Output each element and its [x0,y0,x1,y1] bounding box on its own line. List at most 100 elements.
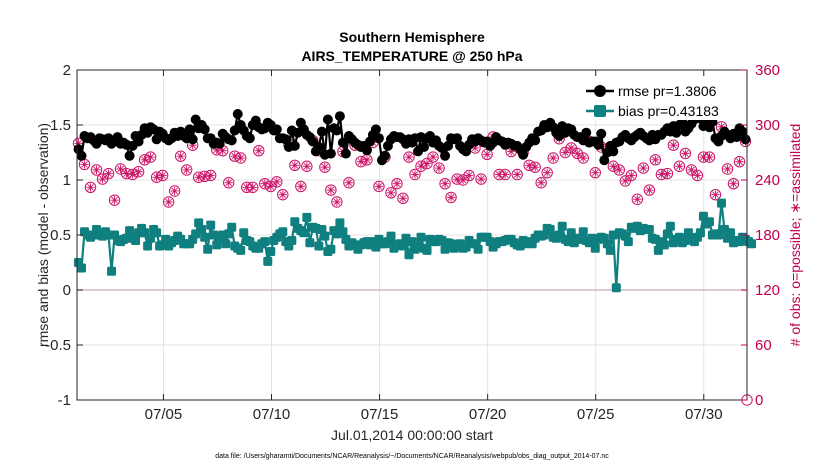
bias-marker [578,227,588,237]
obs-assimilated-marker [669,140,678,150]
x-tick-label: 07/15 [361,406,399,423]
obs-assimilated-marker [705,152,714,162]
obs-assimilated-marker [633,195,642,204]
obs-assimilated-marker [134,167,143,176]
obs-star-stroke [736,158,743,165]
rmse-marker [740,134,751,145]
obs-assimilated-marker [398,194,408,203]
obs-star-stroke [652,156,659,164]
rmse-marker [452,133,463,144]
rmse-marker [671,127,682,138]
rmse-marker [379,150,390,161]
legend-rmse-label: rmse pr=1.3806 [618,83,717,99]
y-tick-label-right: 0 [755,392,763,409]
obs-possible-marker [301,160,313,172]
obs-star-stroke [724,165,731,173]
bias-marker [206,220,216,230]
obs-star-stroke [567,144,575,152]
title-line-2: AIRS_TEMPERATURE @ 250 hPa [301,48,522,64]
obs-star-stroke [273,178,281,186]
obs-possible-marker [475,173,487,185]
obs-star-stroke [640,164,647,172]
obs-star-stroke [291,162,299,169]
obs-assimilated-marker [663,169,672,178]
y-tick-label-left: 1 [63,172,71,189]
bias-marker [236,245,246,255]
rmse-marker [419,142,430,152]
obs-possible-marker [427,151,439,163]
x-tick-label: 07/30 [685,406,723,423]
obs-possible-marker [463,169,475,182]
obs-assimilated-marker [110,195,119,205]
bias-marker [326,244,336,254]
obs-star-stroke [664,170,671,177]
obs-star-stroke [465,172,473,179]
obs-star-stroke [477,175,485,183]
obs-assimilated-marker [579,153,588,163]
obs-possible-marker [559,146,571,159]
rmse-marker [313,142,324,152]
legend-box [582,76,746,120]
bias-marker [263,256,273,266]
obs-assimilated-marker [170,186,179,196]
obs-star-stroke [658,171,665,178]
rmse-marker [331,125,342,136]
obs-assimilated-marker [320,162,330,172]
obs-star-stroke [676,162,683,170]
rmse-marker [199,124,210,135]
obs-star-stroke [147,153,154,161]
obs-assimilated-marker [500,170,510,179]
obs-star-stroke [513,171,521,178]
bias-marker [398,241,408,251]
obs-possible-marker [733,155,746,168]
obs-possible-marker [511,168,523,181]
obs-star-stroke [387,189,395,197]
obs-star-stroke [81,161,88,168]
bias-marker [239,228,249,238]
obs-possible-marker [271,176,283,188]
bias-marker [287,236,297,245]
obs-possible-marker [613,164,626,176]
obs-star-stroke [646,186,653,194]
obs-star-stroke [327,186,335,194]
obs-star-stroke [135,168,142,176]
rmse-marker [124,150,135,161]
obs-possible-marker [168,185,181,197]
obs-star-stroke [249,184,257,191]
rmse-marker [518,149,529,160]
obs-possible-marker [223,177,235,189]
bias-marker [200,232,210,242]
obs-star-stroke [219,147,227,154]
obs-assimilated-marker [104,169,113,178]
bias-marker [197,225,207,234]
y-tick-label-right: 180 [755,227,780,244]
obs-possible-marker [643,184,656,196]
obs-possible-marker [144,151,157,163]
obs-star-stroke [237,154,245,162]
rmse-marker [737,126,748,137]
bias-marker [266,247,276,256]
obs-assimilated-marker [536,178,546,187]
obs-star-stroke [682,150,689,157]
y-tick-label-right: 300 [755,117,780,134]
obs-star-stroke [447,194,455,201]
bias-layer [74,198,757,293]
obs-possible-marker [355,155,367,168]
y-axis-label-right: # of obs: o=possible; ∗=assimilated [787,124,803,347]
obs-star-stroke [375,183,383,190]
y-tick-label-left: 2 [63,62,71,79]
bias-marker [611,283,621,293]
obs-possible-marker [631,193,644,205]
bias-marker [386,231,396,241]
obs-possible-marker [138,154,151,166]
obs-possible-marker [126,168,139,181]
rmse-marker [76,150,87,161]
obs-star-stroke [297,183,305,190]
obs-assimilated-marker [224,178,233,187]
obs-assimilated-marker [386,188,396,198]
rmse-marker [271,124,282,135]
obs-possible-marker [571,147,583,160]
obs-star-stroke [411,171,419,178]
obs-star-stroke [105,170,112,177]
obs-possible-marker [673,160,686,172]
